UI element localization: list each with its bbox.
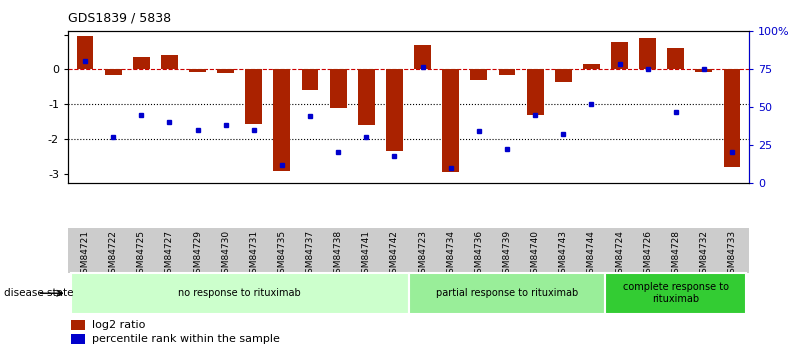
Bar xyxy=(245,69,262,124)
Text: GSM84724: GSM84724 xyxy=(615,230,624,279)
Text: GSM84734: GSM84734 xyxy=(446,230,455,279)
Bar xyxy=(358,69,375,125)
Text: no response to rituximab: no response to rituximab xyxy=(179,288,301,298)
Bar xyxy=(302,69,319,90)
Text: GSM84731: GSM84731 xyxy=(249,230,258,279)
Text: GSM84727: GSM84727 xyxy=(165,230,174,279)
Text: GSM84729: GSM84729 xyxy=(193,230,202,279)
Text: GSM84740: GSM84740 xyxy=(530,230,540,279)
Bar xyxy=(386,69,403,151)
Text: percentile rank within the sample: percentile rank within the sample xyxy=(92,334,280,344)
Text: partial response to rituximab: partial response to rituximab xyxy=(436,288,578,298)
FancyBboxPatch shape xyxy=(606,273,746,314)
Bar xyxy=(527,69,544,115)
Bar xyxy=(133,57,150,69)
Bar xyxy=(695,69,712,72)
Bar xyxy=(161,56,178,69)
Bar xyxy=(71,334,85,344)
Text: GSM84721: GSM84721 xyxy=(80,230,90,279)
Text: GSM84730: GSM84730 xyxy=(221,230,230,279)
Text: GSM84726: GSM84726 xyxy=(643,230,652,279)
Text: GDS1839 / 5838: GDS1839 / 5838 xyxy=(68,11,171,24)
Text: GSM84722: GSM84722 xyxy=(109,230,118,279)
Text: GSM84736: GSM84736 xyxy=(474,230,483,279)
Bar xyxy=(217,69,234,73)
Bar xyxy=(498,69,515,75)
Bar xyxy=(667,49,684,69)
FancyBboxPatch shape xyxy=(71,273,409,314)
Bar xyxy=(77,36,94,69)
Bar xyxy=(639,38,656,69)
Text: GSM84735: GSM84735 xyxy=(277,230,287,279)
Text: disease state: disease state xyxy=(4,288,74,298)
Text: GSM84741: GSM84741 xyxy=(362,230,371,279)
Bar xyxy=(105,69,122,75)
Bar xyxy=(330,69,347,108)
Text: GSM84738: GSM84738 xyxy=(334,230,343,279)
Text: log2 ratio: log2 ratio xyxy=(92,320,145,330)
Text: complete response to
rituximab: complete response to rituximab xyxy=(623,283,729,304)
Text: GSM84737: GSM84737 xyxy=(305,230,315,279)
Text: GSM84723: GSM84723 xyxy=(418,230,427,279)
Bar xyxy=(611,41,628,69)
Text: GSM84728: GSM84728 xyxy=(671,230,680,279)
Text: GSM84742: GSM84742 xyxy=(390,230,399,279)
Bar xyxy=(189,69,206,72)
Bar xyxy=(583,64,600,69)
Bar xyxy=(414,45,431,69)
Text: GSM84739: GSM84739 xyxy=(502,230,512,279)
Bar xyxy=(442,69,459,172)
Text: GSM84732: GSM84732 xyxy=(699,230,708,279)
FancyBboxPatch shape xyxy=(409,273,606,314)
Text: GSM84743: GSM84743 xyxy=(559,230,568,279)
Bar xyxy=(71,320,85,330)
Text: GSM84744: GSM84744 xyxy=(587,230,596,279)
Bar xyxy=(470,69,487,80)
Text: GSM84725: GSM84725 xyxy=(137,230,146,279)
Text: GSM84733: GSM84733 xyxy=(727,230,737,279)
Bar xyxy=(555,69,572,82)
Bar xyxy=(723,69,740,167)
Bar xyxy=(273,69,290,171)
